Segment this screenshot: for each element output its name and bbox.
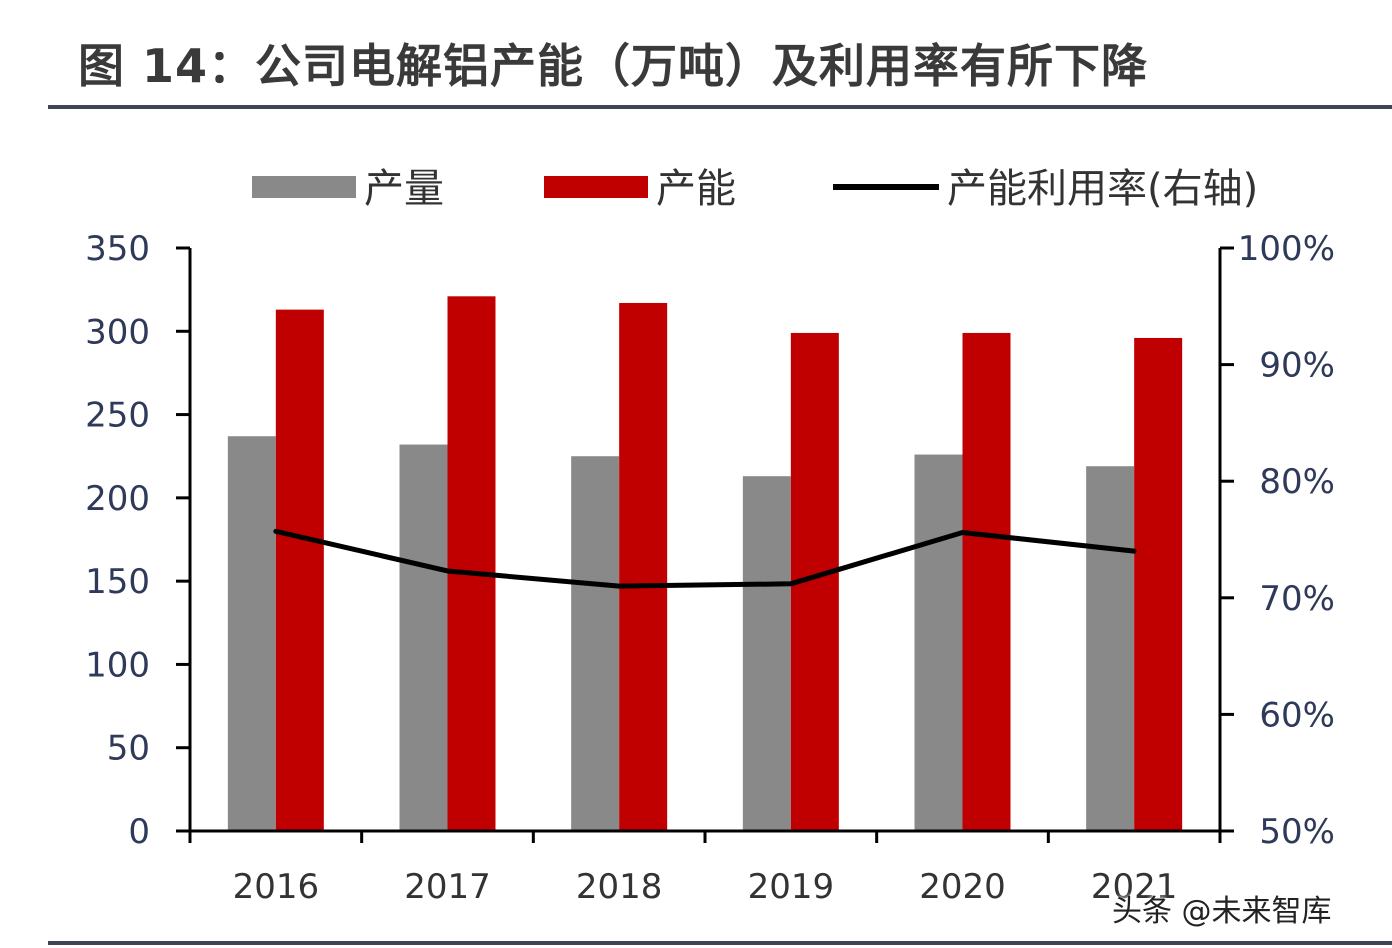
legend-capacity-label: 产能 <box>656 166 736 212</box>
capacity-bar <box>275 309 324 831</box>
left-tick-label: 200 <box>85 479 150 519</box>
right-tick-label: 100% <box>1238 229 1335 269</box>
bottom-divider <box>48 941 1392 945</box>
x-tick-label: 2021 <box>1091 867 1178 907</box>
right-tick-label: 60% <box>1259 695 1335 735</box>
axes-layer: 0 50 100 150 200 250 300 350 50% 60% 70% 80% 90% 100%… <box>85 229 1335 907</box>
legend-production-swatch <box>252 176 356 198</box>
capacity-bar <box>962 332 1011 831</box>
production-bar <box>399 444 448 831</box>
production-bar <box>1086 466 1135 831</box>
x-tick-label: 2016 <box>233 867 320 907</box>
capacity-bar <box>619 302 668 831</box>
legend-production-label: 产量 <box>364 166 444 212</box>
chart-title: 图 14：公司电解铝产能（万吨）及利用率有所下降 <box>78 39 1149 93</box>
right-tick-label: 50% <box>1259 812 1335 852</box>
x-tick-label: 2018 <box>576 867 663 907</box>
bars-layer <box>227 296 1183 831</box>
production-bar <box>227 436 276 831</box>
watermark: 头条 @未来智库 <box>1112 894 1332 929</box>
right-tick-label: 80% <box>1259 462 1335 502</box>
x-tick-label: 2020 <box>919 867 1006 907</box>
left-tick-label: 0 <box>128 812 150 852</box>
left-tick-label: 300 <box>85 312 150 352</box>
utilization-line <box>273 528 1137 589</box>
left-tick-label: 150 <box>85 562 150 602</box>
right-tick-label: 70% <box>1259 579 1335 619</box>
production-bar <box>914 454 963 831</box>
title-divider <box>48 105 1392 109</box>
legend-utilization-label: 产能利用率(右轴) <box>947 166 1258 212</box>
production-bar <box>571 456 620 831</box>
capacity-bar <box>1134 337 1183 831</box>
legend: 产量 产能 产能利用率(右轴) <box>252 166 1258 212</box>
capacity-bar <box>447 296 496 831</box>
legend-capacity-swatch <box>544 176 648 198</box>
left-tick-label: 100 <box>85 645 150 685</box>
left-tick-label: 250 <box>85 396 150 436</box>
left-tick-label: 350 <box>85 229 150 269</box>
utilization-line-layer <box>273 528 1137 589</box>
production-bar <box>742 476 791 831</box>
right-tick-label: 90% <box>1259 346 1335 386</box>
x-tick-label: 2019 <box>748 867 835 907</box>
x-tick-label: 2017 <box>404 867 491 907</box>
left-tick-label: 50 <box>107 729 150 769</box>
